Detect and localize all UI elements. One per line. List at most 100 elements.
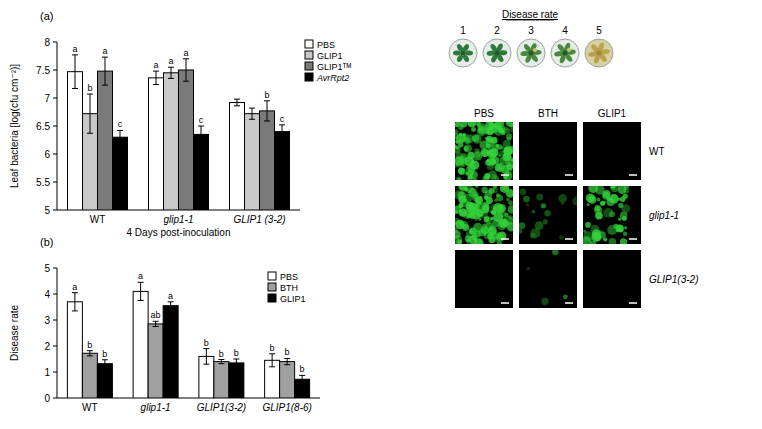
legend-swatch	[268, 294, 276, 302]
figure: (a)55.566.577.58Leaf bacteria [log(cfu c…	[0, 0, 762, 429]
legend-label: BTH	[280, 283, 298, 293]
significance-letter: b	[270, 343, 275, 353]
y-tick-label: 4	[44, 289, 50, 300]
bar	[214, 362, 229, 398]
plot-area	[67, 282, 309, 398]
bar	[113, 137, 128, 210]
legend-label: AvrRpt2	[316, 73, 349, 83]
dish-image	[585, 39, 613, 67]
error-bar	[299, 375, 305, 383]
panel-title: Disease rate	[502, 9, 559, 20]
y-tick	[53, 182, 57, 183]
legend-label: PBS	[280, 272, 298, 282]
significance-letter: ab	[151, 310, 161, 320]
significance-letter: b	[219, 349, 224, 359]
significance-letter: a	[168, 56, 173, 66]
dish-image	[517, 39, 545, 67]
bar	[280, 362, 295, 398]
significance-letter: b	[87, 340, 92, 350]
x-tick-label: WT	[90, 214, 106, 225]
y-tick	[53, 398, 57, 399]
dish-image	[483, 39, 511, 67]
bar	[260, 111, 275, 210]
error-bar	[153, 71, 159, 84]
micrograph	[452, 118, 516, 183]
y-axis-label: Disease rate	[9, 304, 20, 361]
bar	[245, 114, 260, 210]
significance-letter: a	[72, 282, 77, 292]
error-bar	[218, 360, 224, 364]
error-bar	[284, 358, 290, 364]
legend: PBSBTHGLIP1	[268, 272, 306, 304]
scale-bar	[629, 302, 637, 304]
legend-swatch	[305, 51, 313, 59]
legend: PBSGLIP1GLIP1ᵀᴹAvrRpt2	[305, 40, 351, 83]
significance-letter: a	[168, 291, 173, 301]
micrograph	[519, 122, 577, 180]
bar	[97, 364, 112, 398]
error-bar	[102, 57, 108, 85]
bar	[98, 71, 113, 210]
error-bar	[117, 130, 123, 143]
micrograph	[519, 249, 577, 308]
row-label: WT	[649, 146, 665, 157]
scale-label: 3	[528, 25, 534, 36]
significance-letter: b	[204, 338, 209, 348]
micrograph	[583, 250, 641, 308]
y-tick	[53, 268, 57, 269]
legend-label: GLIP1ᵀᴹ	[317, 62, 351, 72]
bar	[229, 363, 244, 398]
legend-swatch	[268, 283, 276, 291]
y-tick	[53, 210, 57, 211]
scale-label: 2	[494, 25, 500, 36]
underline	[506, 20, 554, 21]
row-label: GLIP1(3-2)	[649, 274, 698, 285]
error-bar	[233, 359, 239, 367]
micrograph	[517, 186, 582, 244]
micrograph	[452, 182, 516, 247]
y-tick	[53, 126, 57, 127]
legend-swatch	[305, 62, 313, 70]
bar	[163, 306, 178, 398]
letters: aabaaabccc	[72, 44, 284, 130]
bar	[230, 102, 245, 210]
dish-image	[449, 39, 477, 67]
significance-letter: b	[285, 347, 290, 357]
legend-swatch	[305, 73, 313, 81]
y-tick-label: 6	[44, 149, 50, 160]
plot-area	[68, 55, 290, 210]
error-bar	[279, 125, 285, 138]
error-bar	[168, 302, 174, 310]
column-label: BTH	[538, 108, 558, 119]
error-bar	[198, 126, 204, 143]
legend-swatch	[268, 272, 276, 280]
error-bar	[138, 282, 144, 300]
significance-letter: b	[102, 349, 107, 359]
significance-letter: c	[280, 114, 285, 124]
error-bar	[168, 67, 174, 78]
significance-letter: c	[118, 119, 123, 129]
significance-letter: a	[183, 48, 188, 58]
y-tick-label: 5	[44, 263, 50, 274]
x-tick-label: WT	[82, 402, 98, 413]
y-tick-label: 7	[44, 93, 50, 104]
error-bar	[87, 351, 93, 356]
significance-letter: b	[264, 90, 269, 100]
scale-label: 1	[460, 25, 466, 36]
y-tick-label: 7.5	[36, 65, 50, 76]
y-tick-label: 3	[44, 315, 50, 326]
micrograph	[582, 183, 641, 247]
y-tick	[53, 70, 57, 71]
y-axis-label: Leaf bacteria [log(cfu cm⁻²)]	[9, 64, 20, 188]
error-bar	[72, 293, 78, 311]
bar	[82, 353, 97, 398]
y-tick	[53, 320, 57, 321]
legend-label: GLIP1	[317, 51, 343, 61]
background	[0, 0, 762, 429]
panel-label: (a)	[40, 10, 53, 22]
bar	[179, 70, 194, 210]
scale-bar	[501, 302, 509, 304]
y-tick-label: 0	[44, 393, 50, 404]
y-tick	[53, 42, 57, 43]
significance-letter: b	[300, 364, 305, 374]
